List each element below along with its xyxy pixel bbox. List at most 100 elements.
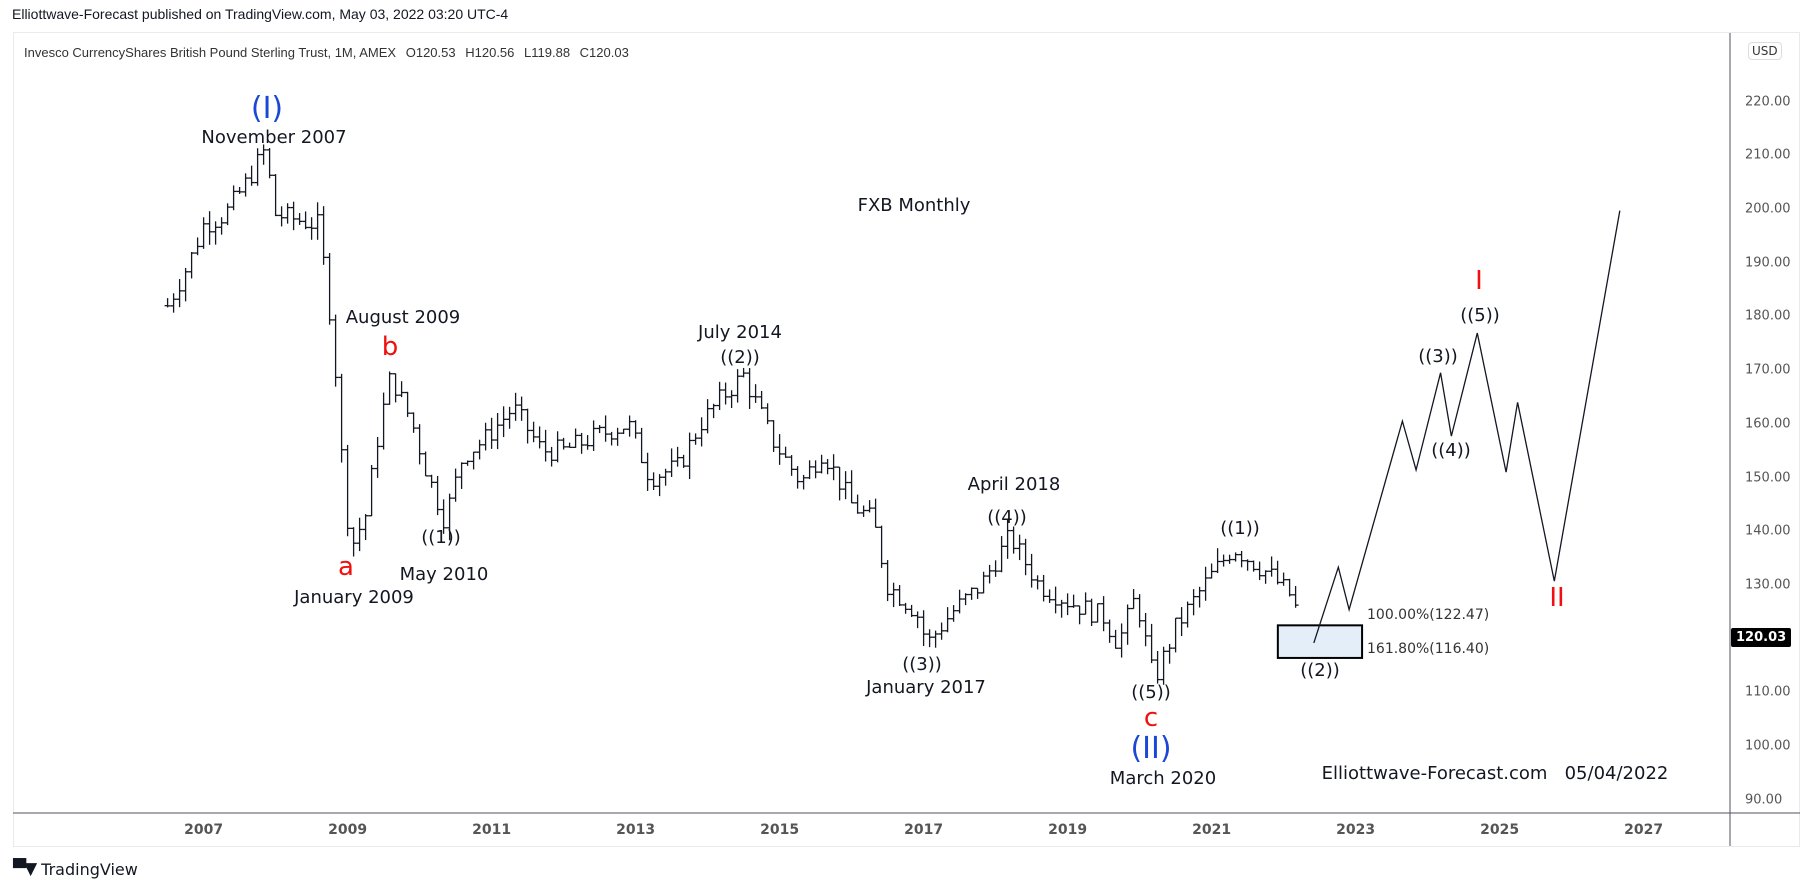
ohlc-bar (872, 498, 879, 528)
ohlc-bar (278, 206, 285, 227)
ohlc-bar (848, 470, 855, 504)
ohlc-bar (476, 439, 483, 460)
ohlc-bar (770, 420, 777, 452)
ohlc-high: H120.56 (465, 45, 515, 60)
ohlc-bar (830, 454, 837, 481)
ohlc-bar (218, 217, 225, 235)
ohlc-bar (1076, 605, 1083, 625)
wave-label: ((1)) (421, 527, 461, 548)
time-tick: 2017 (904, 822, 944, 838)
ohlc-bar (242, 173, 249, 197)
ohlc-bar (200, 217, 207, 249)
ohlc-bar (890, 582, 897, 608)
fib-level-100: 100.00%(122.47) (1367, 607, 1490, 623)
ohlc-bar (1184, 601, 1191, 628)
ohlc-low: L119.88 (524, 45, 571, 60)
ohlc-bar (470, 451, 477, 470)
ohlc-bar (920, 610, 927, 647)
ohlc-bar (296, 213, 303, 225)
ohlc-bar (188, 252, 195, 279)
ohlc-bar (704, 399, 711, 434)
ohlc-bar (1160, 646, 1167, 685)
ohlc-bar (788, 455, 795, 476)
ohlc-bar (362, 514, 369, 541)
ohlc-bar (902, 602, 909, 614)
ohlc-bar (1064, 593, 1071, 616)
ohlc-bar (758, 390, 765, 410)
ohlc-bar (1238, 550, 1245, 568)
ohlc-bar (530, 421, 537, 443)
ohlc-bar (1082, 592, 1089, 615)
price-tick: 100.00 (1745, 738, 1791, 754)
ohlc-close: C120.03 (579, 45, 629, 60)
ohlc-bar (332, 314, 339, 387)
ohlc-bar (308, 217, 315, 240)
ohlc-bar (674, 446, 681, 467)
ohlc-bar (260, 144, 267, 165)
ohlc-bar (698, 417, 705, 447)
brand-name: TradingView (41, 859, 138, 879)
wave-label: ((3)) (1418, 346, 1458, 367)
ohlc-bar (1028, 553, 1035, 588)
ohlc-bar (1154, 650, 1161, 684)
ohlc-bar (320, 206, 327, 265)
ohlc-bar (938, 622, 945, 640)
wave-label-I-red: I (1475, 266, 1483, 296)
ohlc-bar (716, 381, 723, 411)
wave-label: ((2)) (1300, 660, 1340, 681)
ohlc-bar (548, 446, 555, 467)
ohlc-bar (344, 444, 351, 537)
ohlc-bar (272, 174, 279, 217)
ohlc-bar (812, 460, 819, 479)
ohlc-bar (650, 472, 657, 491)
ohlc-bar (662, 468, 669, 486)
currency-button[interactable]: USD (1748, 42, 1782, 60)
ohlc-bar (356, 517, 363, 552)
ohlc-bar (1016, 534, 1023, 561)
ohlc-bar (1118, 623, 1125, 658)
ohlc-bar (842, 471, 849, 500)
wave-label: ((1)) (1220, 518, 1260, 539)
ohlc-bar (1094, 603, 1101, 623)
ohlc-bar (668, 448, 675, 477)
ohlc-bar (350, 527, 357, 557)
ohlc-bar (1136, 594, 1143, 628)
time-tick: 2025 (1480, 822, 1520, 838)
price-tick: 140.00 (1745, 523, 1791, 539)
ohlc-bar (566, 442, 573, 449)
date-label: July 2014 (698, 322, 782, 343)
ohlc-bar (494, 412, 501, 450)
ohlc-bar (638, 427, 645, 464)
ohlc-bar (896, 585, 903, 607)
ohlc-bar (1232, 552, 1239, 562)
ohlc-bar (458, 462, 465, 489)
ohlc-bar (392, 373, 399, 403)
ohlc-bar (728, 390, 735, 408)
ohlc-bar (338, 373, 345, 463)
tradingview-brand[interactable]: ▀▼ TradingView (13, 859, 138, 879)
ohlc-bar (752, 384, 759, 403)
ohlc-bar (836, 466, 843, 501)
ohlc-bar (314, 202, 321, 240)
ohlc-bar (1058, 599, 1065, 618)
date-label: August 2009 (345, 307, 461, 328)
ohlc-bar (1010, 526, 1017, 554)
price-tick: 110.00 (1745, 684, 1791, 700)
price-tick: 180.00 (1745, 308, 1791, 324)
ohlc-bar (746, 368, 753, 409)
ohlc-bar (968, 587, 975, 600)
ohlc-bar (962, 593, 969, 606)
ohlc-bar (464, 460, 471, 466)
date-label: November 2007 (201, 127, 347, 148)
ohlc-bar (326, 253, 333, 325)
ohlc-bar (818, 454, 825, 474)
wave-label-II-blue: (II) (1130, 731, 1172, 766)
ohlc-bar (386, 371, 393, 405)
ohlc-bar (1292, 586, 1299, 608)
ohlc-bar (194, 237, 201, 256)
ohlc-bar (224, 203, 231, 226)
price-tick: 170.00 (1745, 362, 1791, 378)
wave-label: ((5)) (1131, 682, 1171, 703)
ohlc-bar (686, 432, 693, 480)
